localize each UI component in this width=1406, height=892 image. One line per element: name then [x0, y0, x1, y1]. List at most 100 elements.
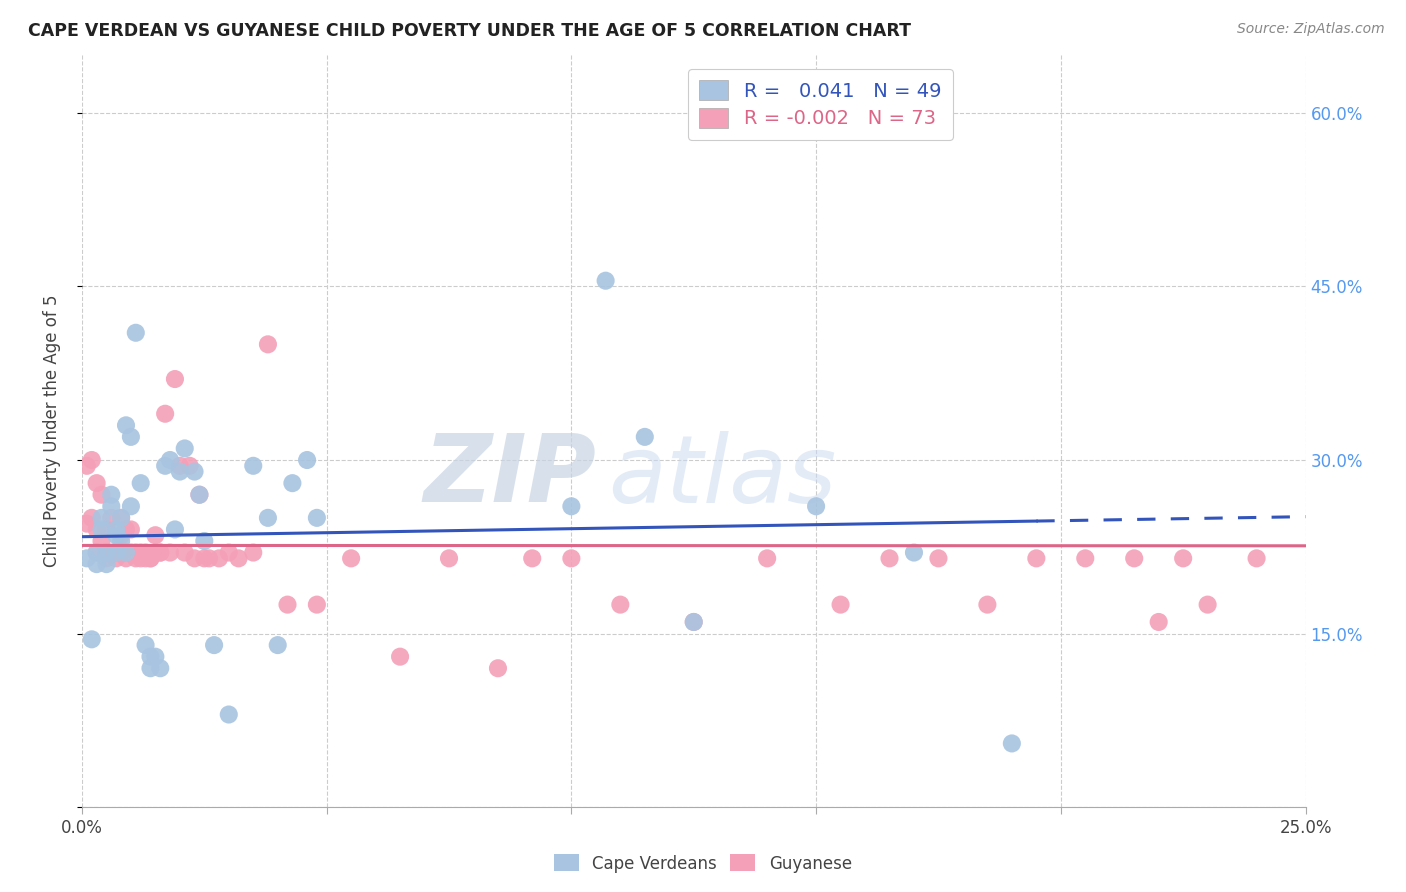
Point	[340, 551, 363, 566]
Point	[1246, 551, 1268, 566]
Point	[145, 545, 167, 559]
Point	[120, 500, 142, 514]
Point	[105, 523, 128, 537]
Point	[173, 545, 195, 559]
Point	[242, 545, 264, 559]
Point	[193, 551, 215, 566]
Point	[115, 545, 138, 559]
Point	[149, 545, 172, 559]
Point	[522, 551, 544, 566]
Point	[756, 551, 779, 566]
Point	[682, 615, 704, 629]
Point	[100, 511, 122, 525]
Point	[100, 545, 122, 559]
Point	[96, 551, 118, 566]
Point	[115, 551, 138, 566]
Point	[76, 516, 98, 531]
Point	[135, 545, 157, 559]
Point	[228, 551, 250, 566]
Point	[105, 551, 128, 566]
Point	[218, 707, 240, 722]
Point	[153, 407, 176, 421]
Point	[830, 598, 852, 612]
Text: CAPE VERDEAN VS GUYANESE CHILD POVERTY UNDER THE AGE OF 5 CORRELATION CHART: CAPE VERDEAN VS GUYANESE CHILD POVERTY U…	[28, 22, 911, 40]
Point	[1074, 551, 1097, 566]
Point	[389, 649, 412, 664]
Point	[281, 476, 304, 491]
Point	[120, 545, 142, 559]
Point	[105, 528, 128, 542]
Point	[159, 545, 181, 559]
Point	[86, 545, 108, 559]
Point	[1147, 615, 1170, 629]
Point	[163, 523, 186, 537]
Point	[208, 551, 231, 566]
Point	[560, 500, 582, 514]
Point	[305, 598, 328, 612]
Point	[86, 557, 108, 571]
Text: ZIP: ZIP	[423, 430, 596, 522]
Point	[804, 500, 827, 514]
Point	[139, 661, 162, 675]
Point	[96, 545, 118, 559]
Point	[242, 458, 264, 473]
Point	[193, 533, 215, 548]
Point	[595, 274, 617, 288]
Point	[90, 533, 112, 548]
Point	[976, 598, 998, 612]
Point	[1173, 551, 1195, 566]
Y-axis label: Child Poverty Under the Age of 5: Child Poverty Under the Age of 5	[44, 295, 60, 567]
Point	[682, 615, 704, 629]
Point	[90, 523, 112, 537]
Point	[80, 511, 103, 525]
Point	[1001, 736, 1024, 750]
Point	[129, 551, 152, 566]
Point	[100, 488, 122, 502]
Point	[188, 488, 211, 502]
Point	[169, 458, 191, 473]
Point	[120, 430, 142, 444]
Point	[202, 638, 225, 652]
Point	[110, 528, 132, 542]
Point	[257, 337, 280, 351]
Point	[86, 476, 108, 491]
Point	[1025, 551, 1047, 566]
Point	[145, 649, 167, 664]
Point	[96, 523, 118, 537]
Point	[90, 511, 112, 525]
Point	[634, 430, 657, 444]
Point	[486, 661, 509, 675]
Point	[1123, 551, 1146, 566]
Point	[1197, 598, 1219, 612]
Point	[129, 545, 152, 559]
Point	[609, 598, 631, 612]
Point	[276, 598, 298, 612]
Point	[169, 465, 191, 479]
Text: Source: ZipAtlas.com: Source: ZipAtlas.com	[1237, 22, 1385, 37]
Point	[198, 551, 221, 566]
Point	[163, 372, 186, 386]
Point	[145, 528, 167, 542]
Point	[267, 638, 290, 652]
Point	[903, 545, 925, 559]
Point	[179, 458, 201, 473]
Point	[100, 500, 122, 514]
Point	[188, 488, 211, 502]
Point	[139, 551, 162, 566]
Point	[129, 476, 152, 491]
Point	[76, 458, 98, 473]
Point	[139, 649, 162, 664]
Point	[135, 638, 157, 652]
Point	[560, 551, 582, 566]
Point	[295, 453, 318, 467]
Point	[115, 418, 138, 433]
Point	[183, 551, 205, 566]
Point	[153, 458, 176, 473]
Point	[115, 523, 138, 537]
Legend: Cape Verdeans, Guyanese: Cape Verdeans, Guyanese	[547, 847, 859, 880]
Point	[927, 551, 949, 566]
Point	[173, 442, 195, 456]
Point	[879, 551, 901, 566]
Point	[115, 545, 138, 559]
Point	[105, 545, 128, 559]
